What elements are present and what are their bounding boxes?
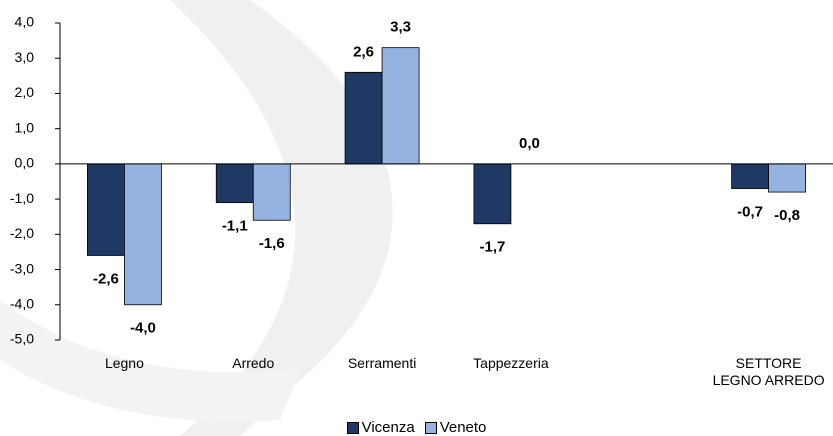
value-label: -0,7: [737, 204, 763, 221]
value-label: 3,3: [390, 19, 411, 36]
bar: [768, 163, 806, 193]
legend-label: Vicenza: [361, 419, 415, 436]
y-tick-label: 2,0: [15, 84, 35, 100]
legend-item: Vicenza: [346, 419, 415, 436]
legend-item: Veneto: [424, 419, 487, 436]
y-tick-label: 3,0: [15, 49, 35, 65]
bar: [344, 71, 383, 165]
value-label: -0,8: [774, 207, 800, 224]
bar: [215, 163, 254, 204]
x-tick-label: Serramenti: [347, 355, 417, 371]
y-tick-label: 1,0: [15, 119, 35, 135]
value-label: -2,6: [93, 270, 119, 287]
value-label: 2,6: [353, 43, 374, 60]
y-tick-label: 0,0: [15, 155, 35, 171]
background-swoosh: [0, 300, 300, 422]
y-tick-label: -4,0: [10, 295, 34, 311]
y-tick-label: -5,0: [10, 331, 34, 347]
legend: Vicenza Veneto: [0, 419, 833, 436]
value-label: -1,7: [479, 239, 505, 256]
value-label: -4,0: [130, 320, 156, 337]
value-label: -1,6: [259, 235, 285, 252]
bar: [87, 163, 125, 256]
legend-swatch: [424, 421, 437, 434]
x-tick-label: Arredo: [232, 355, 275, 371]
y-tick-label: 4,0: [15, 14, 35, 30]
value-label: -1,1: [222, 218, 248, 235]
bar: [731, 163, 769, 189]
y-tick-label: -3,0: [10, 260, 34, 276]
bar: [252, 163, 291, 221]
y-tick-label: -2,0: [10, 225, 34, 241]
y-tick-label: -1,0: [10, 190, 34, 206]
x-tick-label: Legno: [104, 355, 144, 371]
legend-label: Veneto: [439, 419, 487, 436]
x-tick-label: SETTORE LEGNO ARREDO: [712, 355, 825, 388]
background-swoosh: [170, 0, 393, 436]
bar: [381, 47, 420, 165]
bar: [473, 163, 512, 225]
x-tick-label: Tappezzeria: [473, 355, 549, 371]
value-label: 0,0: [519, 135, 540, 152]
bar: [124, 163, 162, 306]
legend-swatch: [346, 421, 359, 434]
